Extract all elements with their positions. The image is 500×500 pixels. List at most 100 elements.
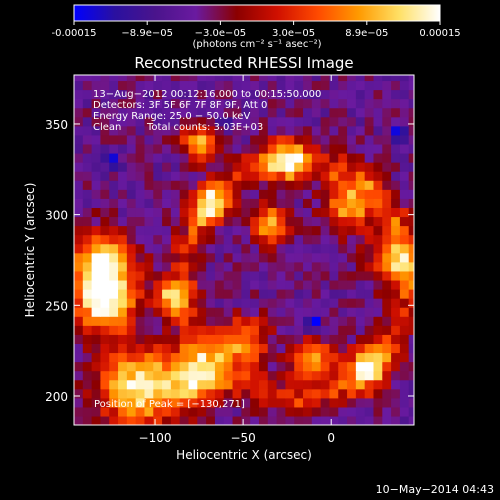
heatmap-cell <box>74 307 84 317</box>
heatmap-cell <box>250 189 260 199</box>
heatmap-cell <box>188 261 198 272</box>
heatmap-cell <box>153 107 163 118</box>
heatmap-cell <box>364 415 375 425</box>
heatmap-cell <box>311 180 322 190</box>
heatmap-cell <box>232 134 242 145</box>
heatmap-cell <box>144 361 154 372</box>
heatmap-cell <box>267 125 278 136</box>
chart-title: Reconstructed RHESSI Image <box>134 54 353 72</box>
heatmap-cell <box>294 343 304 354</box>
heatmap-cell <box>206 180 216 190</box>
heatmap-cell <box>144 198 154 208</box>
heatmap-cell <box>267 270 278 281</box>
heatmap-cell <box>267 243 278 254</box>
heatmap-cell <box>109 279 119 290</box>
heatmap-cell <box>162 288 172 299</box>
heatmap-cell <box>285 388 295 399</box>
heatmap-cell <box>382 279 392 290</box>
heatmap-cell <box>170 98 181 109</box>
heatmap-cell <box>373 134 383 145</box>
heatmap-cell <box>303 207 313 218</box>
heatmap-cell <box>364 288 375 299</box>
heatmap-cell <box>179 80 190 91</box>
heatmap-cell <box>373 307 383 317</box>
heatmap-cell <box>276 316 286 326</box>
heatmap-cell <box>118 298 128 308</box>
heatmap-cell <box>311 397 322 408</box>
heatmap-cell <box>355 134 366 145</box>
heatmap-cell <box>126 298 137 308</box>
heatmap-cell <box>232 288 242 299</box>
heatmap-cell <box>188 415 198 425</box>
heatmap-cell <box>311 288 322 299</box>
heatmap-cell <box>170 261 181 272</box>
heatmap-cell <box>320 80 331 91</box>
heatmap-cell <box>399 243 410 254</box>
heatmap-cell <box>135 98 146 109</box>
heatmap-cell <box>382 307 392 317</box>
heatmap-cell <box>74 334 84 344</box>
heatmap-cell <box>250 125 260 136</box>
heatmap-cell <box>391 171 401 181</box>
heatmap-cell <box>338 361 348 372</box>
heatmap-cell <box>267 307 278 317</box>
heatmap-cell <box>364 379 375 390</box>
heatmap-cell <box>320 189 331 199</box>
heatmap-cell <box>399 361 410 372</box>
heatmap-cell <box>382 189 392 199</box>
heatmap-cell <box>206 171 216 181</box>
heatmap-cell <box>223 261 234 272</box>
heatmap-cell <box>267 252 278 263</box>
heatmap-cell <box>320 116 331 127</box>
heatmap-cell <box>241 279 251 290</box>
heatmap-cell <box>347 198 357 208</box>
heatmap-cell <box>206 143 216 154</box>
heatmap-cell <box>188 171 198 181</box>
heatmap-cell <box>241 288 251 299</box>
heatmap-cell <box>355 180 366 190</box>
heatmap-cell <box>109 116 119 127</box>
heatmap-cell <box>311 134 322 145</box>
heatmap-cell <box>144 107 154 118</box>
heatmap-cell <box>74 234 84 245</box>
heatmap-cell <box>197 180 207 190</box>
heatmap-cell <box>276 243 286 254</box>
heatmap-cell <box>214 379 225 390</box>
heatmap-cell <box>188 352 198 363</box>
heatmap-cell <box>135 288 146 299</box>
heatmap-cell <box>109 388 119 399</box>
heatmap-cell <box>197 325 207 335</box>
colorbar-tick-label: -0.00015 <box>52 28 97 39</box>
heatmap-cell <box>267 225 278 236</box>
heatmap-cell <box>303 415 313 425</box>
heatmap-cell <box>179 298 190 308</box>
heatmap-cell <box>391 216 401 227</box>
heatmap-cell <box>399 207 410 218</box>
heatmap-cell <box>153 361 163 372</box>
heatmap-cell <box>294 134 304 145</box>
heatmap-cell <box>100 125 110 136</box>
heatmap-cell <box>391 361 401 372</box>
heatmap-cell <box>109 162 119 172</box>
heatmap-cell <box>214 152 225 163</box>
heatmap-cell <box>408 279 414 290</box>
heatmap-cell <box>170 234 181 245</box>
heatmap-cell <box>338 98 348 109</box>
heatmap-cell <box>276 325 286 335</box>
heatmap-cell <box>285 107 295 118</box>
heatmap-cell <box>109 198 119 208</box>
heatmap-cell <box>82 298 93 308</box>
heatmap-cell <box>74 397 84 408</box>
heatmap-cell <box>347 98 357 109</box>
heatmap-cell <box>162 406 172 417</box>
heatmap-cell <box>355 107 366 118</box>
heatmap-cell <box>399 406 410 417</box>
heatmap-cell <box>74 216 84 227</box>
heatmap-cell <box>170 198 181 208</box>
heatmap-cell <box>74 189 84 199</box>
annotation-peak-position: Position of Peak = [−130,271] <box>94 399 245 410</box>
heatmap-cell <box>355 298 366 308</box>
heatmap-cell <box>223 143 234 154</box>
heatmap-cell <box>100 343 110 354</box>
heatmap-cell <box>373 288 383 299</box>
